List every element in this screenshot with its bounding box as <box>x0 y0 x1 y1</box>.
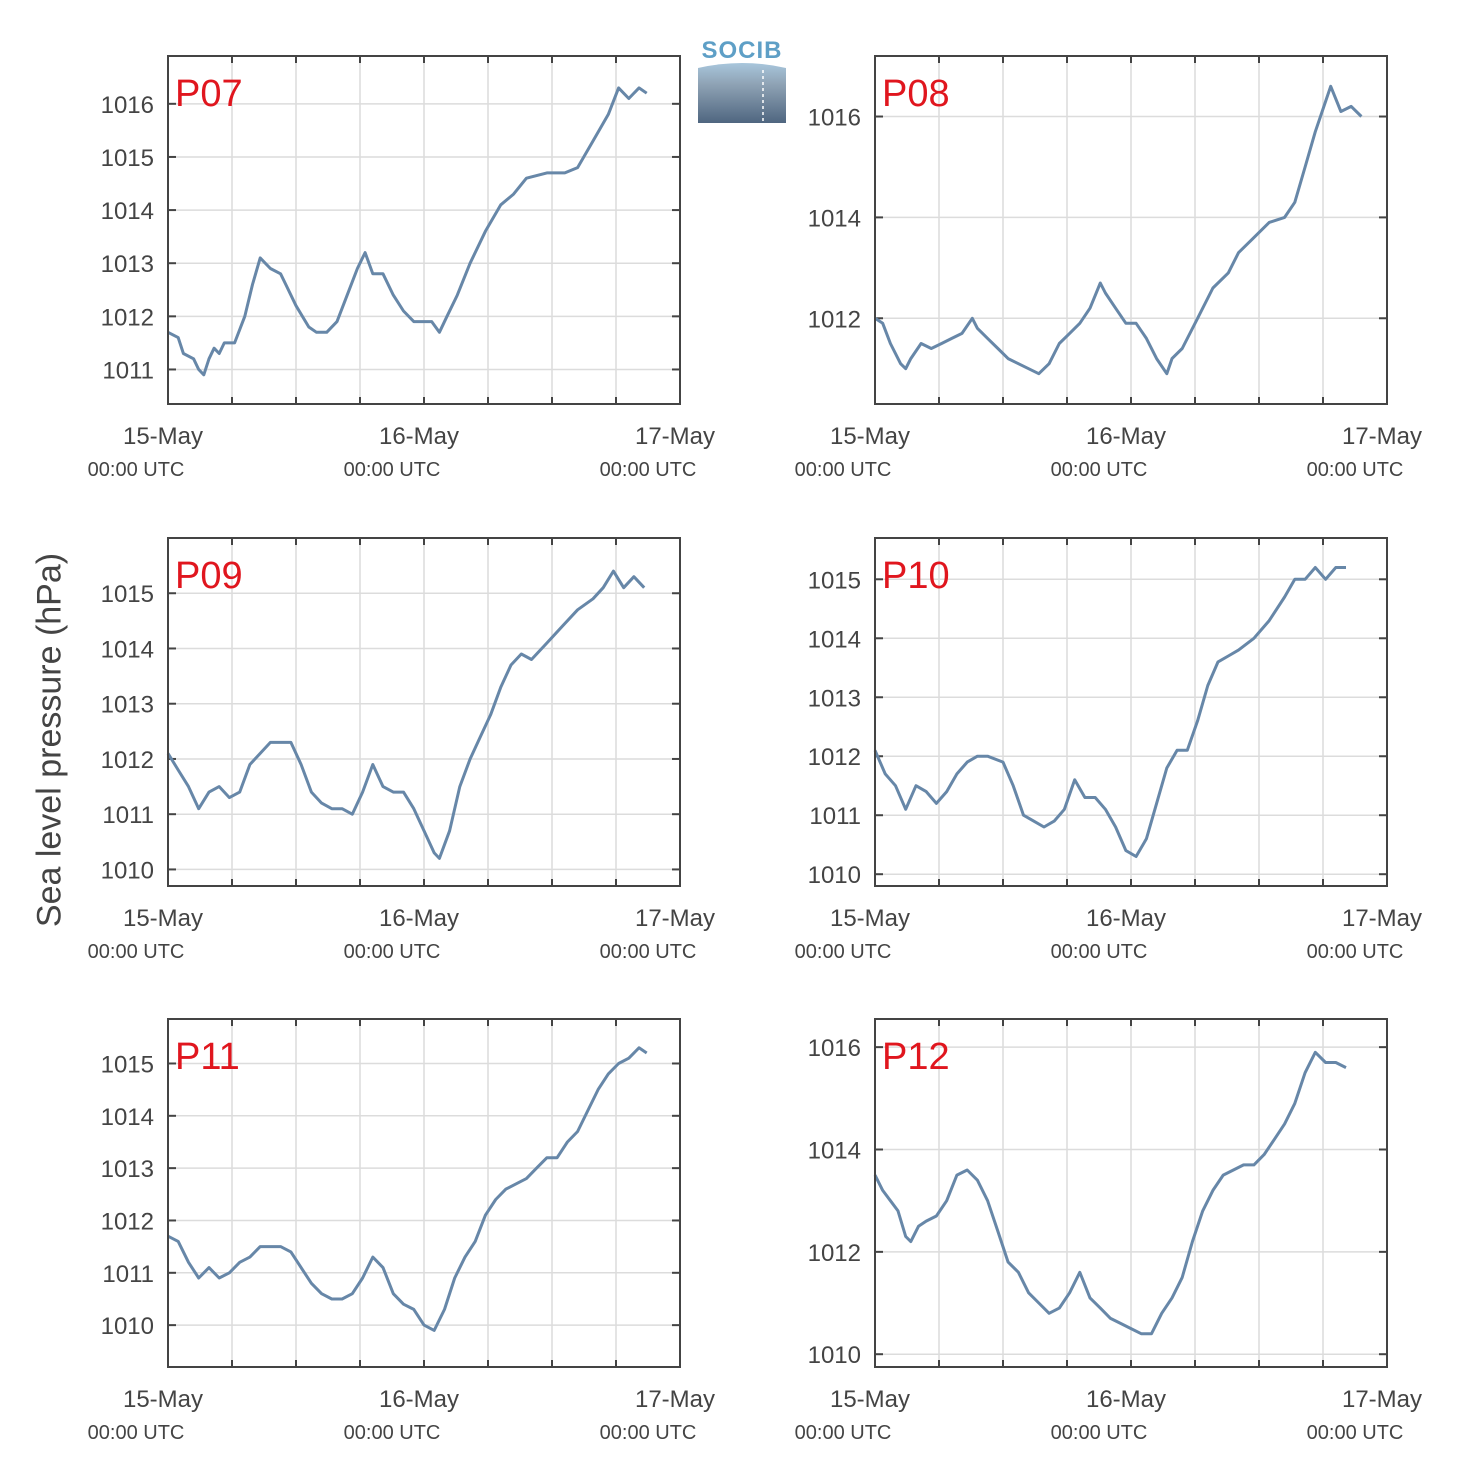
y-tick-label: 1014 <box>808 626 861 653</box>
panel-p11: 1010 1011 1012 1013 1014 1015 15-May 00:00 UTC 1… <box>88 1018 715 1444</box>
x-tick-date-label: 15-May <box>830 1386 910 1413</box>
x-tick-date-label: 17-May <box>635 905 715 932</box>
x-tick-time-label: 00:00 UTC <box>344 1422 441 1444</box>
y-tick-label: 1014 <box>101 1104 154 1131</box>
x-tick-time-label: 00:00 UTC <box>795 941 892 963</box>
x-tick-time-label: 00:00 UTC <box>1051 459 1148 481</box>
y-tick-label: 1013 <box>101 1156 154 1183</box>
y-tick-label: 1011 <box>809 803 861 830</box>
x-tick-date-label: 16-May <box>1086 905 1166 932</box>
x-tick-date-label: 16-May <box>379 905 459 932</box>
x-tick-time-label: 00:00 UTC <box>795 1422 892 1444</box>
series-line-p08 <box>874 84 1363 376</box>
series-line-p12 <box>873 1050 1347 1336</box>
x-tick-time-label: 00:00 UTC <box>795 459 892 481</box>
y-tick-label: 1015 <box>101 145 154 172</box>
x-tick-date-label: 17-May <box>635 423 715 450</box>
y-tick-label: 1012 <box>808 306 861 333</box>
x-tick-date-label: 16-May <box>1086 423 1166 450</box>
logo-text: SOCIB <box>701 37 782 64</box>
x-tick-time-label: 00:00 UTC <box>1307 459 1404 481</box>
y-tick-label: 1010 <box>101 857 154 884</box>
x-tick-date-label: 16-May <box>379 423 459 450</box>
plot-frame <box>874 537 1388 887</box>
x-tick-date-label: 16-May <box>379 1386 459 1413</box>
y-tick-label: 1013 <box>101 251 154 278</box>
plot-frame <box>874 55 1388 405</box>
plot-frame <box>874 1018 1388 1368</box>
x-tick-date-label: 16-May <box>1086 1386 1166 1413</box>
series-line-p09 <box>166 569 646 860</box>
x-tick-time-label: 00:00 UTC <box>600 459 697 481</box>
y-tick-label: 1015 <box>101 581 154 608</box>
x-tick-time-label: 00:00 UTC <box>344 459 441 481</box>
y-tick-label: 1012 <box>101 747 154 774</box>
x-tick-date-label: 15-May <box>123 905 203 932</box>
station-label: P10 <box>882 555 950 597</box>
y-tick-label: 1010 <box>808 862 861 889</box>
y-tick-label: 1014 <box>808 1138 861 1165</box>
x-tick-date-label: 15-May <box>123 423 203 450</box>
x-tick-time-label: 00:00 UTC <box>344 941 441 963</box>
x-tick-time-label: 00:00 UTC <box>1051 1422 1148 1444</box>
y-tick-label: 1014 <box>101 636 154 663</box>
x-tick-date-label: 15-May <box>123 1386 203 1413</box>
station-label: P09 <box>175 555 243 597</box>
y-tick-label: 1016 <box>808 1035 861 1062</box>
x-tick-date-label: 17-May <box>1342 905 1422 932</box>
station-label: P08 <box>882 73 950 115</box>
series-line-p07 <box>167 86 648 377</box>
y-tick-label: 1011 <box>102 1261 154 1288</box>
panel-p07: 1011 1012 1013 1014 1015 1016 15-May 00:00 UTC 1… <box>88 55 715 481</box>
series-line-p11 <box>167 1046 648 1332</box>
socib-logo: SOCIB <box>698 37 786 123</box>
y-axis-label: Sea level pressure (hPa) <box>30 552 69 928</box>
y-tick-label: 1012 <box>101 304 154 331</box>
y-tick-label: 1013 <box>101 692 154 719</box>
x-tick-time-label: 00:00 UTC <box>88 459 185 481</box>
y-tick-label: 1016 <box>808 105 861 132</box>
plot-frame <box>167 55 681 405</box>
x-tick-date-label: 17-May <box>635 1386 715 1413</box>
y-tick-label: 1013 <box>808 685 861 712</box>
station-label: P07 <box>175 73 243 115</box>
x-tick-date-label: 17-May <box>1342 1386 1422 1413</box>
station-label: P12 <box>882 1036 950 1078</box>
station-label: P11 <box>175 1036 240 1078</box>
y-tick-label: 1011 <box>102 357 154 384</box>
x-tick-time-label: 00:00 UTC <box>88 941 185 963</box>
panel-p10: 1010 1011 1012 1013 1014 1015 15-May 00:00 UTC 1… <box>795 537 1422 963</box>
y-tick-label: 1016 <box>101 92 154 119</box>
panel-p08: 1012 1014 1016 15-May 00:00 UTC 16-May 00:00 U… <box>795 55 1422 481</box>
y-tick-label: 1015 <box>101 1051 154 1078</box>
x-tick-time-label: 00:00 UTC <box>1307 941 1404 963</box>
y-tick-label: 1012 <box>101 1208 154 1235</box>
panel-p12: 1010 1012 1014 1016 15-May 00:00 UTC 16-May 00:… <box>795 1018 1422 1444</box>
x-tick-date-label: 15-May <box>830 905 910 932</box>
x-tick-time-label: 00:00 UTC <box>600 1422 697 1444</box>
x-tick-time-label: 00:00 UTC <box>600 941 697 963</box>
x-tick-date-label: 17-May <box>1342 423 1422 450</box>
y-tick-label: 1012 <box>808 744 861 771</box>
series-line-p10 <box>873 566 1346 858</box>
x-tick-date-label: 15-May <box>830 423 910 450</box>
plot-frame <box>167 537 681 887</box>
y-tick-label: 1010 <box>808 1342 861 1369</box>
y-tick-label: 1014 <box>808 205 861 232</box>
y-tick-label: 1015 <box>808 567 861 594</box>
x-tick-time-label: 00:00 UTC <box>88 1422 185 1444</box>
y-tick-label: 1011 <box>102 802 154 829</box>
y-tick-label: 1012 <box>808 1240 861 1267</box>
y-tick-label: 1010 <box>101 1313 154 1340</box>
x-tick-time-label: 00:00 UTC <box>1307 1422 1404 1444</box>
x-tick-time-label: 00:00 UTC <box>1051 941 1148 963</box>
plot-frame <box>167 1018 681 1368</box>
y-tick-label: 1014 <box>101 198 154 225</box>
panel-p09: 1010 1011 1012 1013 1014 1015 15-May 00:00 UTC 1… <box>88 537 715 963</box>
